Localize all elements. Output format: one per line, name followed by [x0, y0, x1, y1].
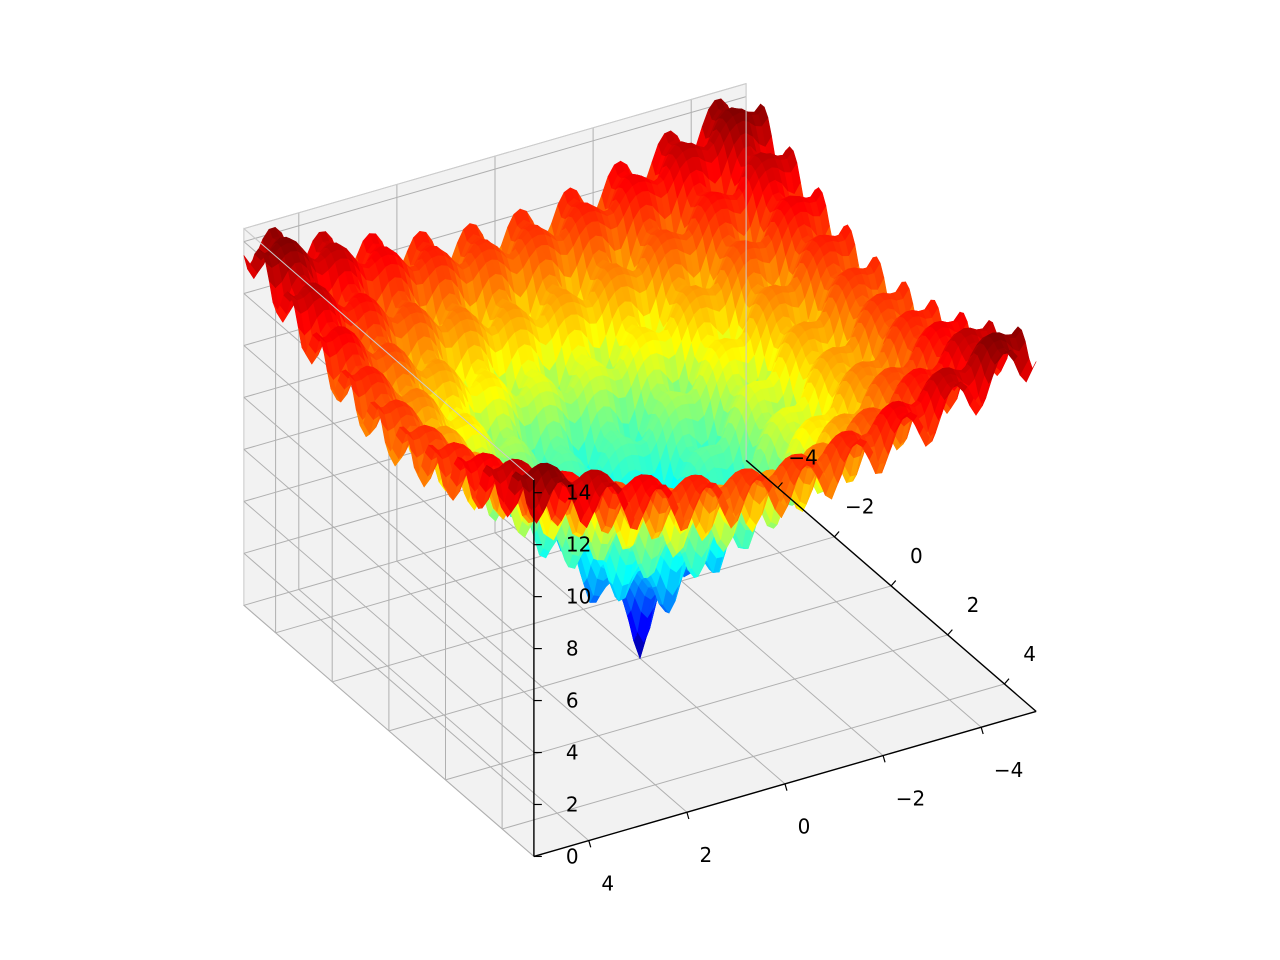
z-tick-label: 10 [566, 585, 591, 609]
x-tick-label: 0 [910, 544, 923, 568]
x-tick-label: −4 [788, 446, 817, 470]
x-tick-label: 2 [967, 593, 980, 617]
z-tick-label: 12 [566, 533, 591, 557]
y-tick-label: 4 [601, 871, 614, 895]
y-tick-label: 0 [798, 815, 811, 839]
z-tick-label: 2 [566, 792, 579, 816]
x-tick-label: −2 [845, 495, 874, 519]
z-tick-label: 0 [566, 844, 579, 868]
surface-3d-chart: −4−2024−4−202402468101214 [0, 0, 1280, 960]
y-tick-label: −2 [896, 786, 925, 810]
y-tick-label: −4 [994, 758, 1023, 782]
z-tick-label: 8 [566, 637, 579, 661]
y-tick-label: 2 [700, 843, 713, 867]
z-tick-label: 14 [566, 481, 591, 505]
z-tick-label: 4 [566, 741, 579, 765]
x-tick-label: 4 [1023, 642, 1036, 666]
z-tick-label: 6 [566, 689, 579, 713]
